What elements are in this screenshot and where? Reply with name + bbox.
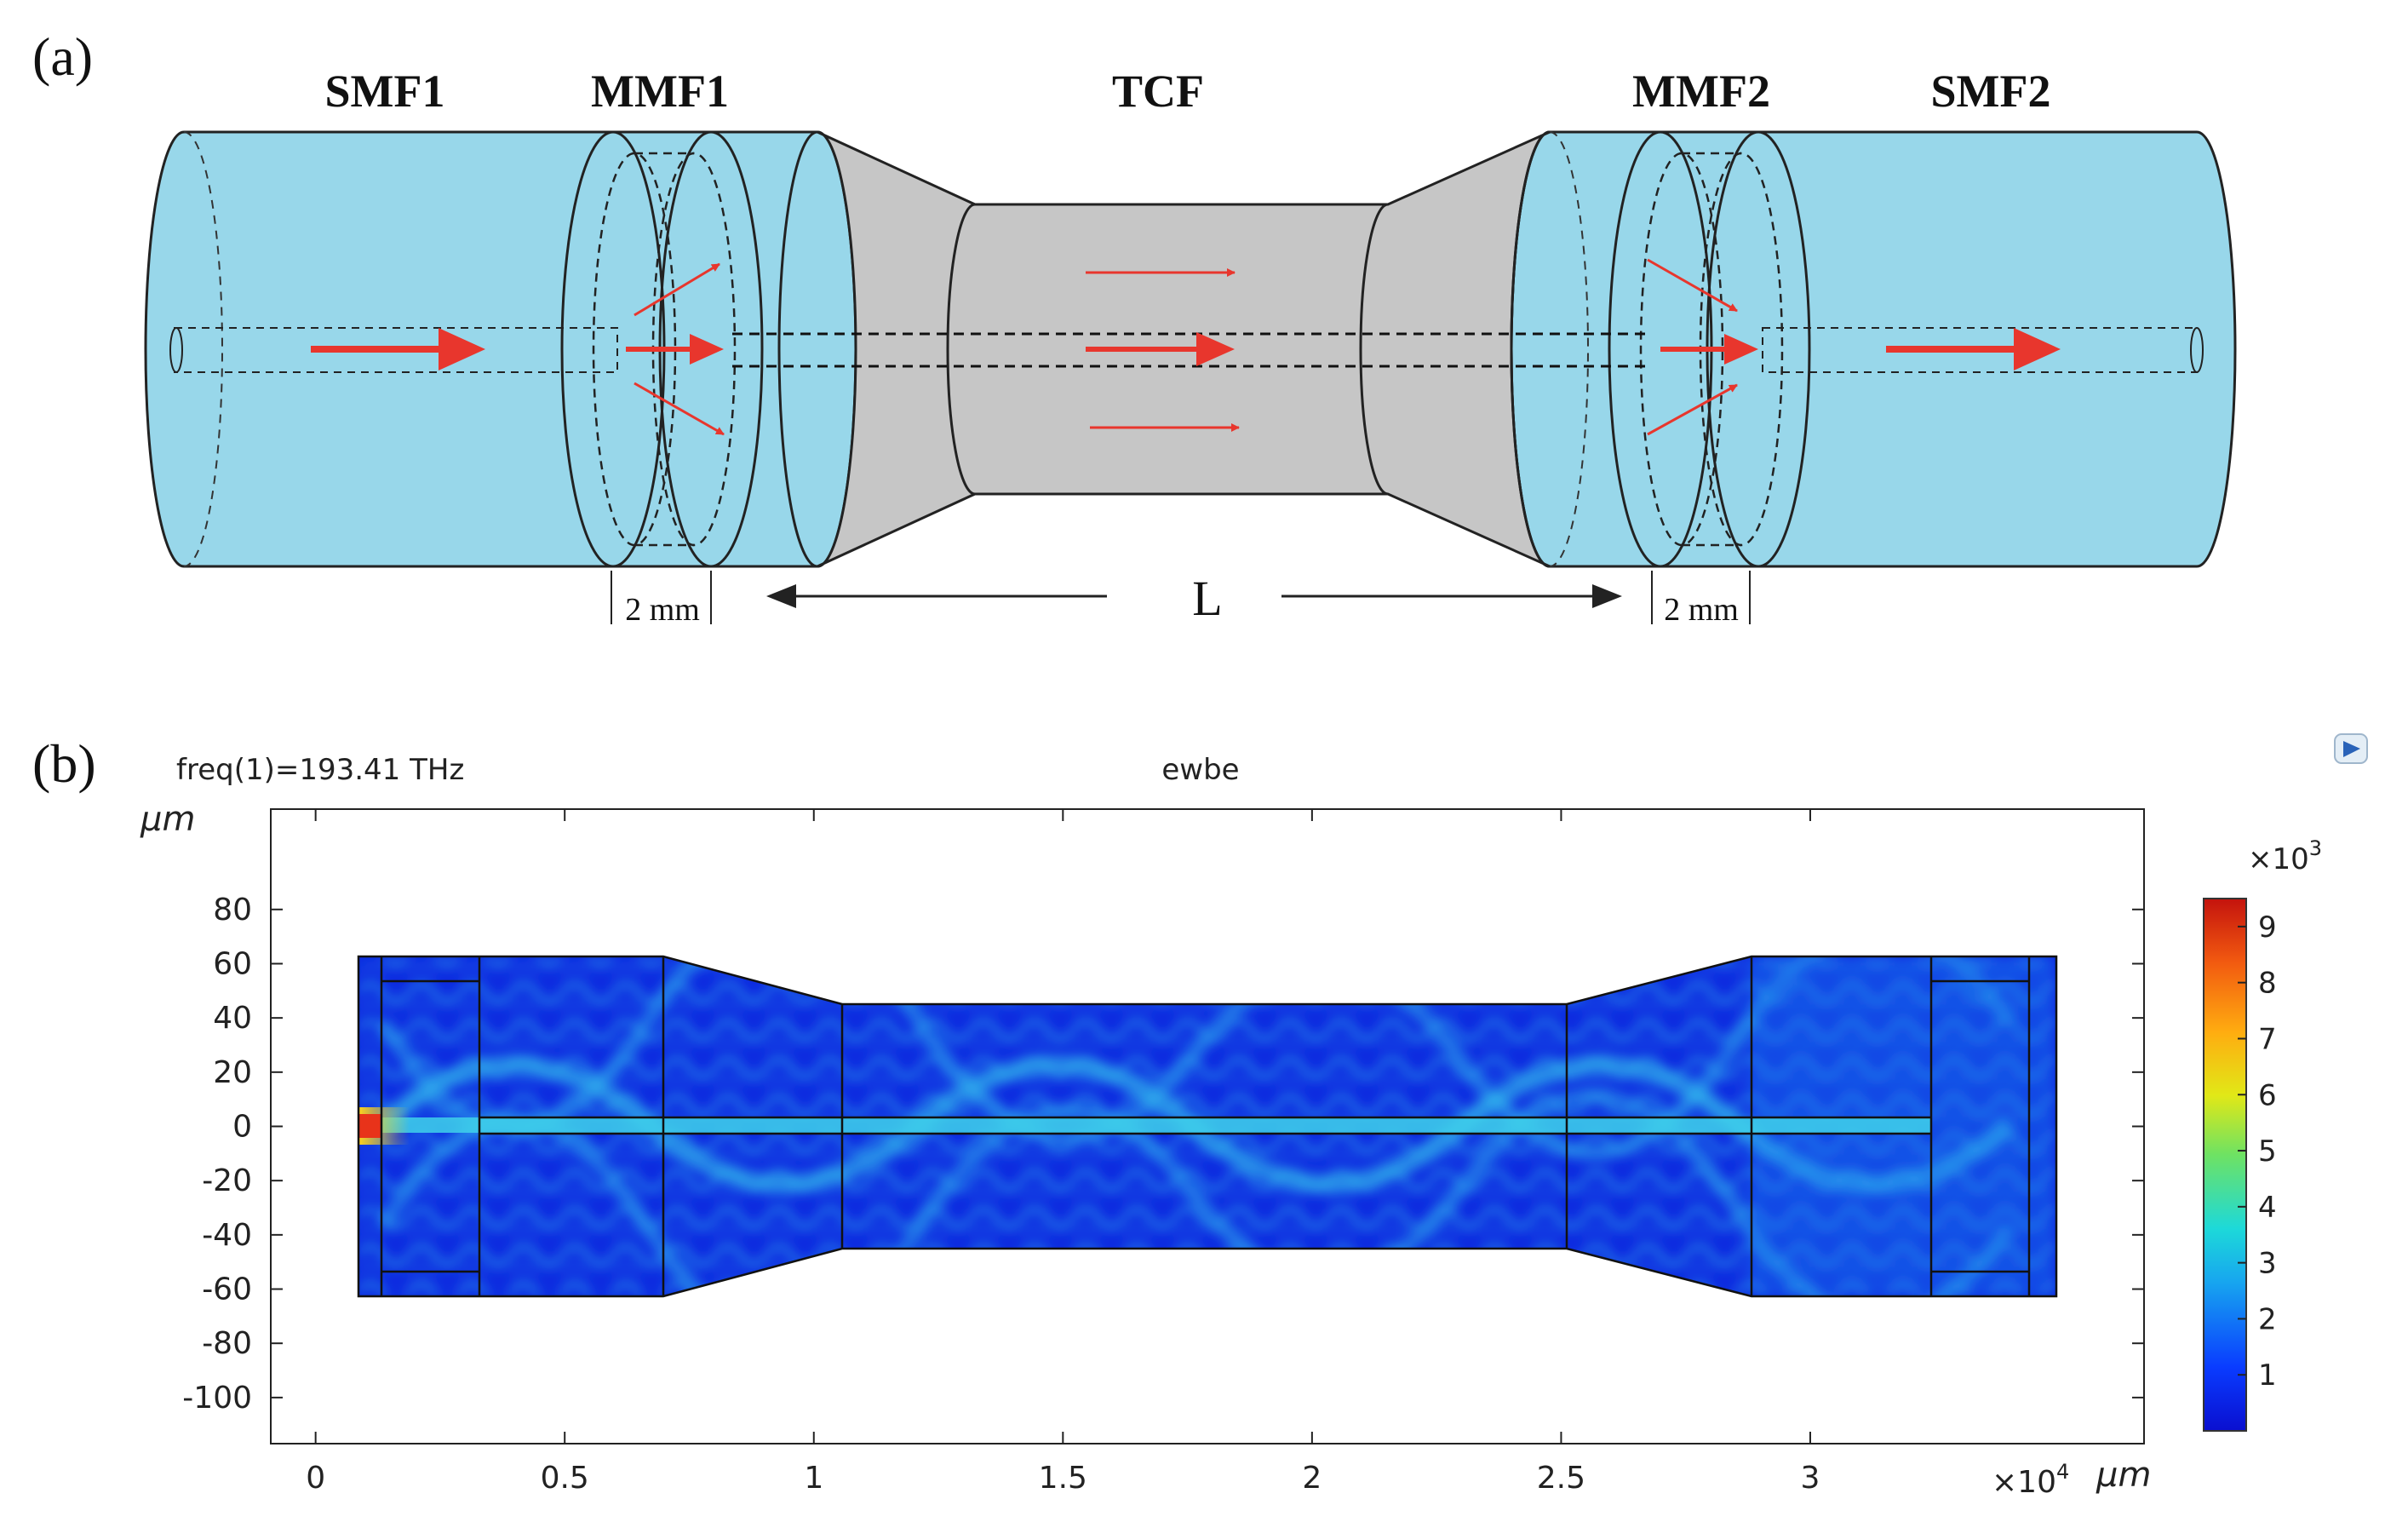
colorbar-multiplier: ×103 [2248, 836, 2322, 876]
field-heatmap [358, 956, 2056, 1296]
y-tick-label: 80 [213, 893, 252, 928]
length-label: L [1192, 571, 1222, 626]
y-tick-label: 0 [232, 1110, 252, 1145]
arrow-mmf1-center-head [690, 334, 724, 365]
propagation-arrows [311, 258, 2061, 436]
arrow-mmf2-up [1647, 258, 1738, 313]
dimension-annotations: 2 mm 2 mm L [611, 571, 1751, 628]
colorbar-tick-label: 2 [2258, 1302, 2277, 1336]
mmf2-title: MMF2 [1632, 66, 1770, 117]
x-tick-label: 2 [1302, 1461, 1322, 1496]
x-tick-label: 1 [804, 1461, 823, 1496]
colorbar-tick-label: 3 [2258, 1247, 2277, 1281]
tcf-title: TCF [1112, 66, 1204, 117]
smf1-title: SMF1 [325, 66, 445, 117]
panel-b-label: (b) [32, 733, 96, 794]
dim-mmf2-label: 2 mm [1664, 592, 1739, 628]
colorbar-gradient [2203, 898, 2247, 1432]
arrow-mmf1-down [634, 382, 725, 436]
y-tick-label: 60 [213, 946, 252, 981]
y-tick-label: -40 [202, 1218, 252, 1253]
colorbar-tick-label: 1 [2258, 1358, 2277, 1393]
arrow-mmf2-center-head [1724, 334, 1758, 365]
x-axis-multiplier: ×104 [1992, 1460, 2069, 1500]
smf2-title: SMF2 [1931, 66, 2051, 117]
y-tick-label: 20 [213, 1055, 252, 1090]
y-tick-label: -20 [202, 1163, 252, 1198]
dim-mmf1-label: 2 mm [625, 592, 700, 628]
fiber-core [169, 327, 2204, 373]
freq-label: freq(1)=193.41 THz [176, 753, 464, 787]
y-tick-label: -60 [202, 1272, 252, 1307]
y-tick-label: -100 [182, 1381, 252, 1416]
plot-title: ewbe [1161, 753, 1239, 787]
y-tick-label: -80 [202, 1326, 252, 1361]
x-axis-unit: μm [2096, 1456, 2151, 1495]
colorbar-multiplier-exp: 3 [2309, 836, 2322, 860]
x-axis-ticks: 0 0.5 1 1.5 2 2.5 3 [306, 809, 1820, 1496]
colorbar-tick-label: 8 [2258, 967, 2277, 1001]
arrow-mmf2-down [1647, 383, 1738, 436]
x-tick-label: 3 [1801, 1461, 1820, 1496]
right-fiber-cylinder [1510, 130, 2237, 568]
geometry-outline [357, 955, 2058, 1298]
colorbar-tick-label: 9 [2258, 910, 2277, 945]
panel-a: (a) SMF1 MMF1 TCF MMF2 SMF2 [32, 26, 2237, 628]
panel-b: (b) freq(1)=193.41 THz ewbe μm [32, 733, 2368, 1500]
panel-a-label: (a) [32, 26, 93, 87]
left-fiber-cylinder [144, 130, 857, 568]
y-tick-label: 40 [213, 1001, 252, 1036]
x-tick-label: 2.5 [1537, 1461, 1585, 1496]
arrow-tcf-center-head [1196, 332, 1235, 366]
colorbar-ticks: 1 2 3 4 5 6 7 8 9 [2238, 910, 2277, 1393]
x-tick-label: 1.5 [1039, 1461, 1087, 1496]
colorbar-tick-label: 6 [2258, 1078, 2277, 1112]
colorbar: 1 2 3 4 5 6 7 8 9 ×103 [2203, 836, 2322, 1432]
colorbar-tick-label: 7 [2258, 1022, 2277, 1056]
comsol-logo-icon [2334, 733, 2368, 764]
y-axis-unit: μm [140, 800, 195, 839]
arrow-smf2-head [2014, 328, 2061, 370]
colorbar-tick-label: 5 [2258, 1134, 2277, 1169]
x-axis-multiplier-exp: 4 [2056, 1460, 2069, 1484]
arrow-mmf1-up [634, 262, 720, 317]
x-tick-label: 0.5 [541, 1461, 589, 1496]
arrow-smf1-head [439, 328, 485, 370]
x-tick-label: 0 [306, 1461, 325, 1496]
y-axis-ticks: 80 60 40 20 0 -20 -40 -60 -80 -100 [182, 893, 2144, 1416]
colorbar-tick-label: 4 [2258, 1191, 2277, 1225]
mmf1-title: MMF1 [591, 66, 729, 117]
